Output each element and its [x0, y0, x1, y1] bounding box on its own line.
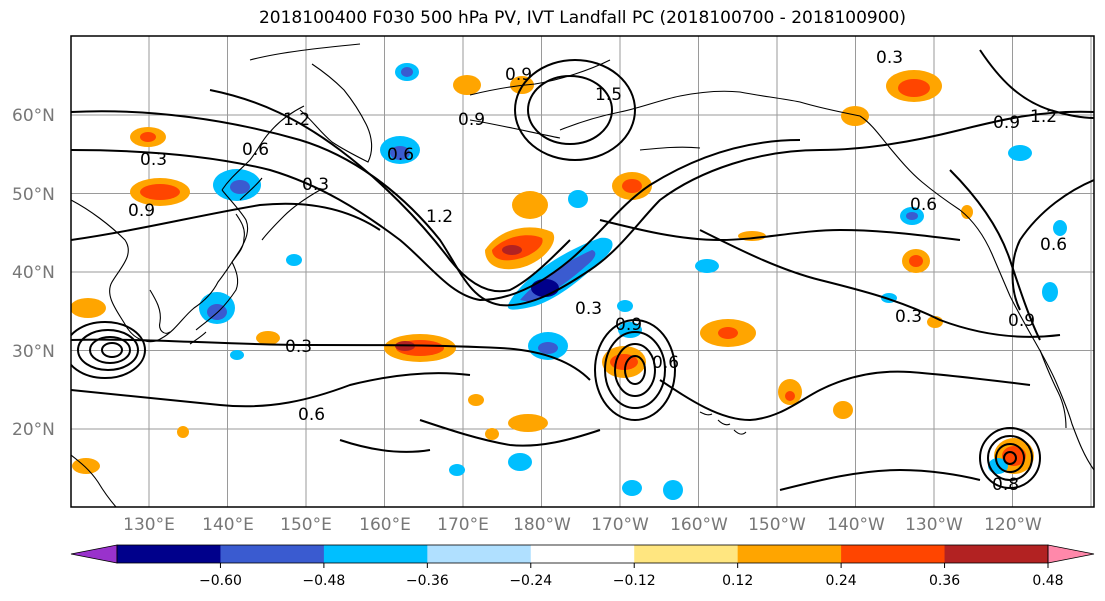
contour-label: 1.5: [595, 85, 622, 105]
contour-label: 1.2: [426, 207, 453, 227]
lat-label: 60°N: [12, 106, 55, 126]
pv-shading: [71, 63, 1067, 500]
colorbar-tick-label: −0.48: [302, 573, 345, 589]
lat-label: 20°N: [12, 420, 55, 440]
colorbar-tick-label: −0.60: [199, 573, 242, 589]
contour-label: 0.3: [895, 307, 922, 327]
colorbar-tick-label: −0.36: [406, 573, 449, 589]
lon-label: 160°W: [670, 515, 728, 535]
colorbar-segment: [841, 545, 946, 563]
colorbar-tick-label: 0.36: [929, 573, 960, 589]
contour-label: 0.3: [140, 150, 167, 170]
colorbar-segment: [530, 545, 635, 563]
contour-label: 1.2: [283, 110, 310, 130]
lon-label: 170°W: [591, 515, 649, 535]
contour-label: 0.6: [298, 405, 325, 425]
colorbar-tick-label: 0.12: [722, 573, 753, 589]
colorbar-extend-high: [1047, 544, 1095, 564]
contour-label: 0.9: [505, 65, 532, 85]
contour-label: 0.6: [910, 195, 937, 215]
contour-label: 0.6: [242, 140, 269, 160]
contour-label: 0.3: [575, 299, 602, 319]
contour-label: 0.8: [992, 475, 1019, 495]
colorbar-segment: [220, 545, 325, 563]
colorbar-segment: [427, 545, 532, 563]
colorbar-tick-label: −0.24: [509, 573, 552, 589]
colorbar-segment: [634, 545, 739, 563]
colorbar-tick-label: 0.48: [1032, 573, 1063, 589]
colorbar: [70, 544, 1095, 564]
pv-contours: [71, 49, 1094, 491]
colorbar-border: [116, 544, 1049, 564]
map-frame: [70, 35, 1095, 508]
lon-label: 140°W: [827, 515, 885, 535]
lon-label: 130°E: [123, 515, 175, 535]
lon-label: 180°W: [513, 515, 571, 535]
colorbar-segment: [117, 545, 221, 563]
contour-label: 0.9: [615, 315, 642, 335]
lon-label: 170°E: [437, 515, 489, 535]
contour-labels: 0.3 0.6 0.9 1.2 0.3 0.6 0.9 1.2 1.5 0.3 …: [128, 48, 1067, 495]
colorbar-tick-label: −0.12: [613, 573, 656, 589]
contour-label: 1.2: [1030, 107, 1057, 127]
colorbar-tick-label: 0.24: [826, 573, 857, 589]
contour-label: 0.9: [1008, 311, 1035, 331]
coastlines: [71, 43, 1094, 507]
lat-label: 40°N: [12, 263, 55, 283]
colorbar-ticks: −0.60 −0.48 −0.36 −0.24 −0.12 0.12 0.24 0.36 0.4…: [199, 563, 1064, 589]
contour-label: 0.9: [458, 110, 485, 130]
colorbar-segment: [737, 545, 842, 563]
lat-label: 50°N: [12, 185, 55, 205]
latitude-labels: 60°N 50°N 40°N 30°N 20°N: [12, 106, 55, 440]
contour-label: 0.6: [652, 353, 679, 373]
contour-label: 0.3: [285, 337, 312, 357]
lon-label: 140°E: [202, 515, 254, 535]
lon-label: 160°E: [359, 515, 411, 535]
contour-label: 0.3: [876, 48, 903, 68]
lon-label: 150°E: [280, 515, 332, 535]
lon-label: 130°W: [905, 515, 963, 535]
lon-label: 150°W: [748, 515, 806, 535]
contour-label: 0.9: [993, 113, 1020, 133]
contour-label: 0.6: [387, 145, 414, 165]
lon-label: 120°W: [984, 515, 1042, 535]
colorbar-extend-low: [70, 544, 118, 564]
contour-label: 0.3: [302, 175, 329, 195]
colorbar-segment: [944, 545, 1049, 563]
contour-label: 0.6: [1040, 235, 1067, 255]
colorbar-segment: [323, 545, 428, 563]
map-title: 2018100400 F030 500 hPa PV, IVT Landfall…: [258, 8, 906, 28]
lat-label: 30°N: [12, 342, 55, 362]
contour-label: 0.9: [128, 201, 155, 221]
longitude-labels: 130°E 140°E 150°E 160°E 170°E 180°W 170°…: [123, 515, 1042, 535]
